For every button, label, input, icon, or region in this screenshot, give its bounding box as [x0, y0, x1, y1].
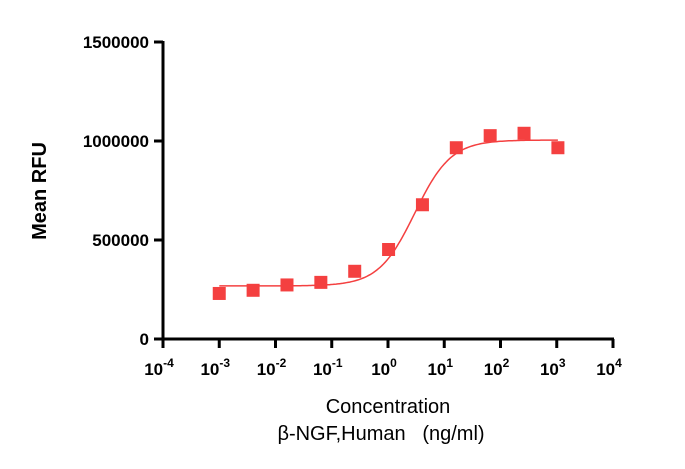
x-tick-label: 102: [484, 356, 510, 379]
data-point: [280, 278, 294, 292]
x-tick-exponent: 0: [390, 356, 397, 370]
data-point: [212, 286, 226, 300]
x-tick-exponent: -2: [276, 356, 287, 370]
x-tick-base: 10: [540, 360, 559, 379]
data-point: [314, 275, 328, 289]
x-axis-title: Concentration: [326, 396, 451, 418]
x-tick-base: 10: [427, 360, 446, 379]
x-tick-exponent: 3: [559, 356, 566, 370]
x-tick-exponent: -1: [332, 356, 343, 370]
data-point: [483, 129, 497, 143]
x-tick-label: 10-4: [144, 356, 174, 379]
y-tick-label: 1500000: [83, 33, 149, 52]
data-point: [415, 198, 429, 212]
x-tick-base: 10: [484, 360, 503, 379]
x-tick-base: 10: [257, 360, 276, 379]
y-tick-label: 1000000: [83, 132, 149, 151]
data-point: [348, 264, 362, 278]
fit-curve: [219, 139, 558, 287]
data-point: [382, 243, 396, 257]
data-point: [551, 141, 565, 155]
x-tick-exponent: 2: [503, 356, 510, 370]
data-point: [517, 126, 531, 140]
x-tick-label: 10-3: [200, 356, 230, 379]
x-axis-subtitle: β-NGF,Human (ng/ml): [277, 423, 484, 445]
x-tick-base: 10: [144, 360, 163, 379]
x-tick-label: 104: [596, 356, 622, 379]
x-tick-base: 10: [371, 360, 390, 379]
x-tick-base: 10: [313, 360, 332, 379]
x-tick-label: 10-1: [313, 356, 343, 379]
x-tick-label: 103: [540, 356, 566, 379]
y-tick-label: 500000: [92, 231, 149, 250]
data-point: [246, 283, 260, 297]
y-axis-title: Mean RFU: [29, 142, 51, 240]
x-tick-base: 10: [200, 360, 219, 379]
x-tick-exponent: -4: [163, 356, 174, 370]
data-point: [449, 141, 463, 155]
x-tick-exponent: 1: [446, 356, 453, 370]
x-tick-label: 100: [371, 356, 397, 379]
x-tick-exponent: 4: [615, 356, 622, 370]
x-tick-exponent: -3: [219, 356, 230, 370]
x-tick-label: 101: [427, 356, 453, 379]
x-tick-label: 10-2: [257, 356, 287, 379]
x-tick-base: 10: [596, 360, 615, 379]
y-tick-label: 0: [140, 330, 149, 349]
